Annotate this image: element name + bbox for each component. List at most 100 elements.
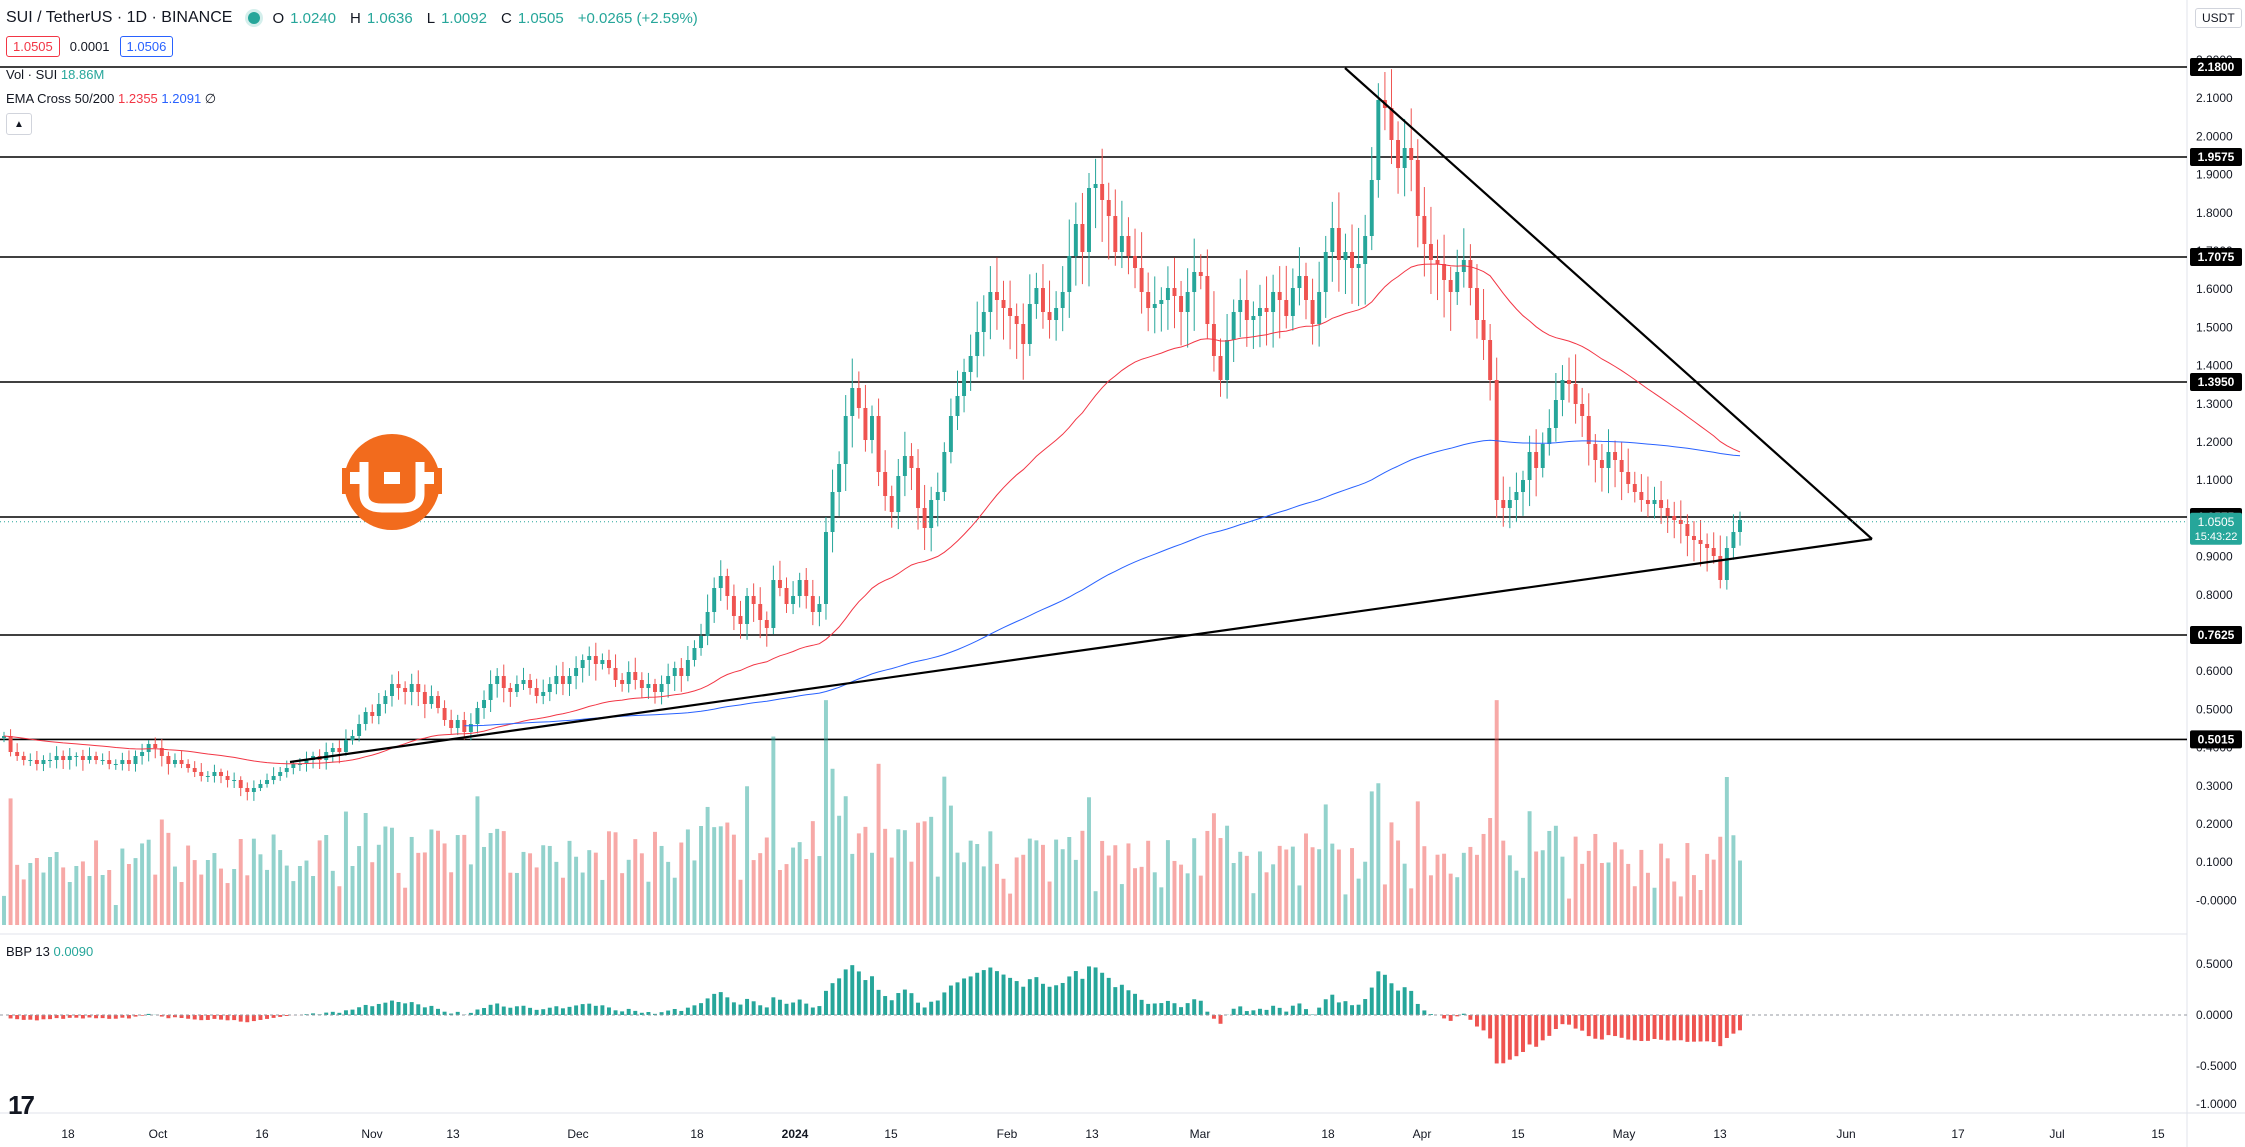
volume-bar (1264, 872, 1269, 925)
candle-body (1613, 452, 1618, 460)
candle-body (1514, 492, 1519, 500)
bbp-bar (172, 1015, 177, 1018)
candle-body (1330, 228, 1335, 252)
candle-body (1192, 272, 1197, 292)
price-tick-label: 1.3000 (2196, 397, 2233, 411)
volume-bar (613, 832, 618, 925)
volume-legend[interactable]: Vol · SUI 18.86M (6, 67, 104, 82)
logo-shape (359, 462, 425, 513)
volume-bar (1185, 873, 1190, 925)
bbp-legend[interactable]: BBP 13 0.0090 (6, 944, 93, 959)
candle-body (1481, 320, 1486, 340)
bbp-bar (1567, 1015, 1572, 1025)
bbp-bar (1093, 967, 1098, 1015)
volume-bar (403, 887, 408, 925)
volume-bar (1448, 873, 1453, 925)
bbp-bar (1678, 1015, 1683, 1041)
currency-button[interactable]: USDT (2195, 8, 2242, 28)
volume-bar (1152, 872, 1157, 925)
volume-bar (1468, 846, 1473, 925)
candle-body (1271, 292, 1276, 312)
volume-bar (1442, 853, 1447, 925)
volume-bar (1599, 863, 1604, 925)
candle-body (738, 616, 743, 624)
volume-bar (541, 845, 546, 925)
symbol-title[interactable]: SUI / TetherUS · 1D · BINANCE (6, 9, 233, 26)
candle-body (1093, 184, 1098, 188)
volume-bar (1119, 884, 1124, 925)
bbp-bar (935, 1000, 940, 1015)
candle-body (475, 708, 480, 724)
candle-body (521, 680, 526, 684)
price-tick-label: 1.4000 (2196, 359, 2233, 373)
candle-body (593, 656, 598, 664)
candle-body (725, 576, 730, 596)
candle-body (718, 576, 723, 588)
upper-trendline (1344, 67, 1873, 540)
candle-body (225, 776, 230, 780)
volume-bar (1080, 830, 1085, 925)
low-value: 1.0092 (441, 9, 487, 27)
price-tick-label: 0.9000 (2196, 550, 2233, 564)
volume-bar (1198, 875, 1203, 925)
price-tick-label: 1.5000 (2196, 320, 2233, 334)
bbp-bar (126, 1015, 131, 1019)
volume-bar (896, 829, 901, 925)
price-tick-label: 2.0000 (2196, 129, 2233, 143)
volume-bar (100, 875, 105, 925)
candle-body (955, 396, 960, 416)
bbp-bar (113, 1015, 118, 1019)
candle-body (337, 748, 342, 752)
price-tick-label: 0.3000 (2196, 779, 2233, 793)
volume-bar (745, 786, 750, 925)
volume-bar (1540, 850, 1545, 925)
bbp-bar (1205, 1011, 1210, 1015)
bbp-bar (1251, 1010, 1256, 1015)
candle-body (1652, 500, 1657, 504)
volume-bar (475, 796, 480, 925)
volume-bar (1027, 838, 1032, 925)
bbp-bar (1113, 987, 1118, 1015)
volume-bar (948, 805, 953, 925)
bbp-bar (1442, 1015, 1447, 1019)
candle-body (113, 764, 118, 765)
bbp-bar (488, 1004, 493, 1015)
bbp-bar (626, 1008, 631, 1015)
ema-legend[interactable]: EMA Cross 50/200 1.2355 1.2091 ∅ (6, 91, 216, 107)
bbp-bar (1244, 1011, 1249, 1015)
volume-bar (422, 852, 427, 925)
volume-bar (1402, 863, 1407, 925)
volume-bar (21, 879, 26, 925)
candle-body (797, 580, 802, 596)
volume-bar (587, 850, 592, 925)
bbp-bar (699, 1003, 704, 1015)
candle-body (1560, 380, 1565, 400)
bbp-bar (916, 1002, 921, 1015)
bbp-bar (731, 1002, 736, 1015)
buy-button[interactable]: 1.0506 (119, 36, 174, 57)
volume-bar (153, 874, 158, 925)
tradingview-logo-icon[interactable]: 17 (8, 1090, 35, 1120)
ema-label: EMA Cross 50/200 (6, 91, 115, 106)
candle-body (1553, 400, 1558, 428)
volume-bar (1330, 843, 1335, 925)
candle-body (1060, 292, 1065, 308)
sell-button[interactable]: 1.0505 (6, 36, 60, 57)
candle-body (41, 760, 46, 764)
bbp-bar (396, 1001, 401, 1015)
logo-dot (384, 472, 400, 484)
bbp-bar (133, 1015, 138, 1017)
candle-body (942, 452, 947, 492)
bbp-bar (948, 985, 953, 1015)
volume-bar (1087, 797, 1091, 925)
collapse-legend-button[interactable]: ▲ (6, 113, 32, 135)
candle-body (1724, 548, 1729, 580)
volume-bar (1731, 835, 1736, 925)
volume-bar (1113, 845, 1118, 925)
ema-suffix: ∅ (204, 91, 217, 106)
volume-value: 18.86M (60, 67, 105, 82)
volume-bar (396, 872, 401, 925)
volume-bar (909, 861, 914, 925)
time-tick-label: Dec (567, 1127, 588, 1141)
